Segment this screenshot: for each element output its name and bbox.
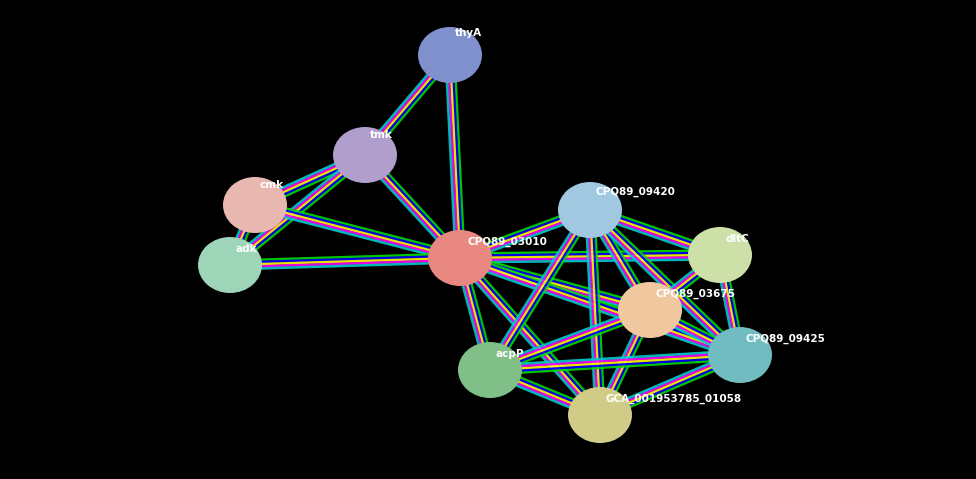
Text: dltC: dltC [726, 234, 750, 244]
Ellipse shape [333, 127, 397, 183]
Ellipse shape [428, 230, 492, 286]
Text: GCA_001953785_01058: GCA_001953785_01058 [606, 394, 742, 404]
Ellipse shape [558, 182, 622, 238]
Text: tmk: tmk [370, 130, 393, 140]
Ellipse shape [223, 177, 287, 233]
Ellipse shape [708, 327, 772, 383]
Ellipse shape [568, 387, 632, 443]
Text: cmk: cmk [260, 180, 284, 190]
Text: CPQ89_09420: CPQ89_09420 [595, 187, 674, 197]
Text: CPQ89_09425: CPQ89_09425 [745, 334, 825, 344]
Text: adk: adk [235, 244, 257, 254]
Text: CPQ89_03675: CPQ89_03675 [655, 289, 735, 299]
Ellipse shape [618, 282, 682, 338]
Text: CPQ89_03010: CPQ89_03010 [468, 237, 548, 247]
Ellipse shape [688, 227, 752, 283]
Text: thyA: thyA [455, 28, 482, 38]
Ellipse shape [458, 342, 522, 398]
Ellipse shape [198, 237, 262, 293]
Text: acpP: acpP [495, 349, 523, 359]
Ellipse shape [418, 27, 482, 83]
